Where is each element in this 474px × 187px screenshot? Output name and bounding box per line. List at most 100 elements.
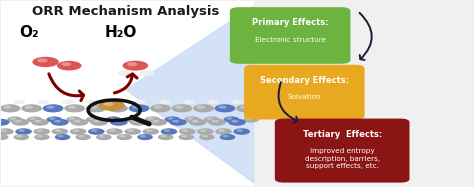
Circle shape [106,128,123,135]
Circle shape [54,120,61,123]
Circle shape [147,117,154,120]
Circle shape [182,129,189,132]
Circle shape [209,119,226,126]
Circle shape [145,117,161,122]
Circle shape [55,134,70,140]
Circle shape [211,120,219,123]
Circle shape [70,128,86,135]
Circle shape [233,128,250,135]
Circle shape [7,117,23,122]
Text: Tertiary  Effects:: Tertiary Effects: [302,130,382,139]
Circle shape [37,135,43,137]
Text: Improved entropy
description, barriers,
support effects, etc.: Improved entropy description, barriers, … [305,148,380,169]
Circle shape [228,119,246,126]
Circle shape [200,129,207,132]
Circle shape [236,104,257,112]
Circle shape [110,100,122,104]
Text: ORR Mechanism Analysis: ORR Mechanism Analysis [32,5,219,18]
Circle shape [36,129,43,132]
Text: Primary Effects:: Primary Effects: [252,18,328,27]
Circle shape [75,134,91,140]
Circle shape [0,120,2,123]
Circle shape [215,104,236,112]
Circle shape [99,135,105,137]
Circle shape [0,128,14,135]
Circle shape [96,134,111,140]
Circle shape [52,128,68,135]
Circle shape [167,117,173,120]
Circle shape [179,134,194,140]
Circle shape [233,100,238,102]
Circle shape [37,58,47,62]
Circle shape [124,128,141,135]
Circle shape [64,100,69,102]
Circle shape [74,120,81,123]
Circle shape [91,119,108,126]
Circle shape [207,100,219,104]
Circle shape [46,105,55,109]
Circle shape [172,104,192,112]
Circle shape [137,134,153,140]
Circle shape [86,117,101,122]
Circle shape [187,117,193,120]
Circle shape [142,71,148,73]
Circle shape [183,100,194,104]
Circle shape [29,117,36,120]
Circle shape [159,100,170,104]
Circle shape [146,129,152,132]
Circle shape [89,117,95,120]
Circle shape [154,105,162,109]
Circle shape [215,128,232,135]
Circle shape [0,119,9,126]
Circle shape [108,117,115,120]
Circle shape [231,100,243,104]
Circle shape [240,105,248,109]
Circle shape [140,70,155,76]
Circle shape [119,135,126,137]
Circle shape [3,105,12,109]
Circle shape [164,129,170,132]
Circle shape [110,119,128,126]
Circle shape [31,119,49,126]
Circle shape [243,117,259,122]
Circle shape [161,135,167,137]
Circle shape [57,61,82,70]
Circle shape [88,128,105,135]
Circle shape [207,117,213,120]
Circle shape [127,129,134,132]
Circle shape [179,128,195,135]
Circle shape [106,117,121,122]
Circle shape [181,135,188,137]
Circle shape [11,119,29,126]
Circle shape [15,120,22,123]
Circle shape [73,129,79,132]
Circle shape [14,100,25,104]
Circle shape [218,105,227,109]
Circle shape [193,104,214,112]
FancyBboxPatch shape [0,1,254,186]
Circle shape [158,134,173,140]
Circle shape [218,129,225,132]
Circle shape [107,104,128,112]
Text: Solvation: Solvation [288,94,321,100]
Text: H₂O: H₂O [105,25,137,40]
Circle shape [57,135,64,137]
Circle shape [117,134,132,140]
Circle shape [0,104,20,112]
Circle shape [21,104,42,112]
Circle shape [184,117,200,122]
Circle shape [78,135,84,137]
Text: Secondary Effects:: Secondary Effects: [260,76,349,85]
Circle shape [135,100,146,104]
Circle shape [38,100,49,104]
FancyBboxPatch shape [275,119,410,183]
Circle shape [0,135,2,137]
Circle shape [64,104,85,112]
Circle shape [185,100,190,102]
Circle shape [199,134,215,140]
Polygon shape [126,6,254,183]
FancyBboxPatch shape [230,7,350,64]
Circle shape [18,129,25,132]
Circle shape [14,134,29,140]
Circle shape [125,117,141,122]
